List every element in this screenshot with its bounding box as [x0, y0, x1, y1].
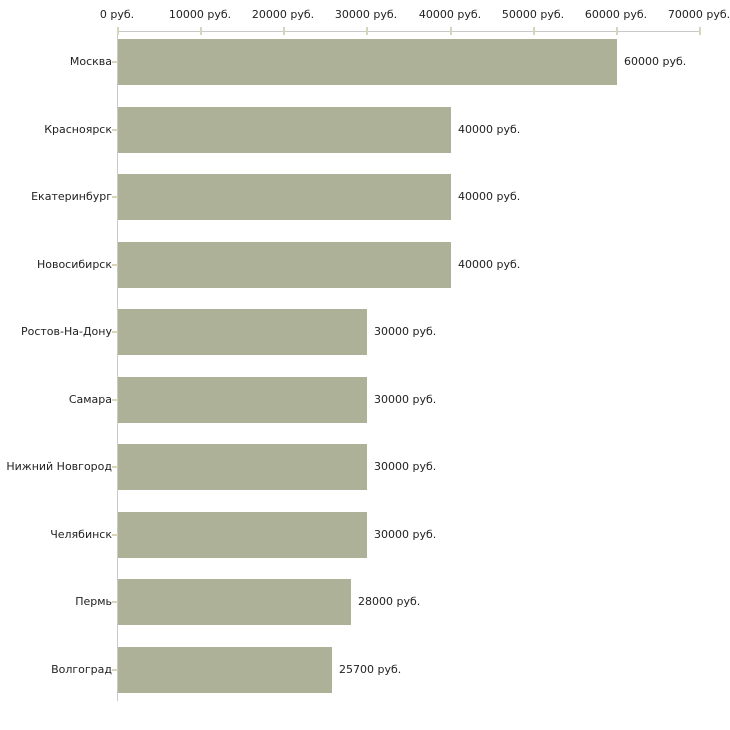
x-axis-tick-label: 60000 руб.	[584, 8, 648, 21]
bar-value-label: 40000 руб.	[458, 123, 521, 136]
category-label: Красноярск	[44, 123, 112, 136]
category-tick-mark	[112, 264, 118, 266]
bar	[118, 444, 367, 490]
x-axis-tick-mark	[200, 27, 202, 35]
bar-value-label: 25700 руб.	[339, 663, 402, 676]
bar	[118, 242, 451, 288]
bar-value-label: 40000 руб.	[458, 258, 521, 271]
bar-value-label: 60000 руб.	[624, 55, 687, 68]
x-axis-tick-mark	[283, 27, 285, 35]
x-axis-tick-mark	[533, 27, 535, 35]
category-label: Екатеринбург	[31, 190, 112, 203]
category-label: Волгоград	[51, 663, 112, 676]
bar-value-label: 30000 руб.	[374, 528, 437, 541]
category-label: Ростов-На-Дону	[20, 325, 112, 338]
x-axis-tick-mark	[450, 27, 452, 35]
category-tick-mark	[112, 196, 118, 198]
category-tick-mark	[112, 331, 118, 333]
category-label: Самара	[68, 393, 112, 406]
bar	[118, 309, 367, 355]
bar	[118, 174, 451, 220]
x-axis-tick-label: 70000 руб.	[667, 8, 730, 21]
category-label: Челябинск	[50, 528, 112, 541]
x-axis-tick-label: 0 руб.	[99, 8, 135, 21]
category-tick-mark	[112, 61, 118, 63]
category-tick-mark	[112, 399, 118, 401]
x-axis-tick-label: 30000 руб.	[334, 8, 398, 21]
category-tick-mark	[112, 129, 118, 131]
category-tick-mark	[112, 601, 118, 603]
category-tick-mark	[112, 466, 118, 468]
bar-value-label: 30000 руб.	[374, 325, 437, 338]
category-label: Пермь	[75, 595, 112, 608]
bar-value-label: 40000 руб.	[458, 190, 521, 203]
bar-value-label: 30000 руб.	[374, 460, 437, 473]
category-label: Нижний Новгород	[6, 460, 112, 473]
x-axis-tick-label: 20000 руб.	[251, 8, 315, 21]
x-axis-tick-mark	[616, 27, 618, 35]
bar	[118, 579, 351, 625]
category-tick-mark	[112, 669, 118, 671]
bar	[118, 512, 367, 558]
x-axis-tick-mark	[117, 27, 119, 35]
x-axis-line	[117, 31, 700, 32]
bar-value-label: 30000 руб.	[374, 393, 437, 406]
x-axis-tick-label: 40000 руб.	[418, 8, 482, 21]
x-axis-tick-mark	[366, 27, 368, 35]
x-axis-tick-mark	[699, 27, 701, 35]
bar	[118, 107, 451, 153]
bar-value-label: 28000 руб.	[358, 595, 421, 608]
y-axis-line	[117, 31, 118, 701]
bar	[118, 377, 367, 423]
bar	[118, 647, 332, 693]
bar	[118, 39, 617, 85]
x-axis-tick-label: 10000 руб.	[168, 8, 232, 21]
x-axis-tick-label: 50000 руб.	[501, 8, 565, 21]
category-label: Новосибирск	[36, 258, 112, 271]
category-label: Москва	[69, 55, 112, 68]
category-tick-mark	[112, 534, 118, 536]
